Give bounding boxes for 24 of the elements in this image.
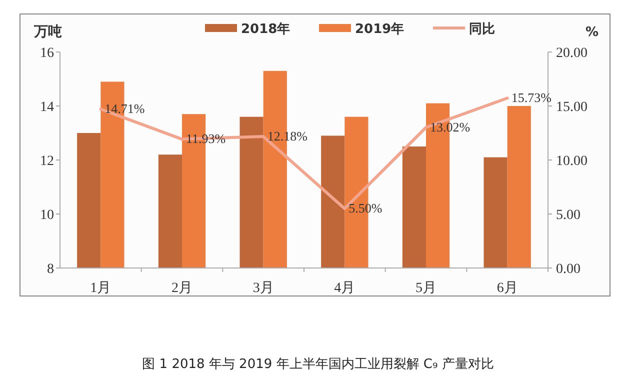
x-tick-label: 5月 — [416, 281, 436, 296]
x-tick-label: 4月 — [334, 281, 356, 296]
y-tick-label: 10 — [40, 208, 54, 223]
y2-tick-label: 15.00 — [556, 100, 588, 115]
y2-tick-label: 10.00 — [556, 154, 588, 169]
y-axis-title: 万吨 — [33, 24, 62, 40]
y-tick-label: 12 — [40, 154, 54, 169]
x-tick-label: 6月 — [496, 281, 518, 296]
y-tick-label: 16 — [40, 46, 54, 61]
legend-label: 同比 — [469, 22, 495, 37]
x-tick-label: 3月 — [252, 281, 274, 296]
y-tick-label: 14 — [40, 100, 54, 115]
y2-tick-label: 0.00 — [556, 262, 580, 277]
x-tick-label: 1月 — [90, 281, 112, 296]
caption: 图 1 2018 年与 2019 年上半年国内工业用裂解 C₉ 产量对比 — [142, 357, 494, 372]
y2-axis-title: % — [585, 25, 599, 40]
y-tick-label: 8 — [47, 262, 54, 277]
x-tick-label: 2月 — [172, 281, 192, 296]
legend-label: 2018年 — [241, 22, 290, 37]
legend-label: 2019年 — [355, 22, 404, 37]
data-label: 15.73% — [511, 90, 552, 106]
data-label: 11.93% — [186, 131, 226, 146]
y2-tick-label: 20.00 — [556, 46, 588, 61]
y2-tick-label: 5.00 — [556, 208, 580, 223]
